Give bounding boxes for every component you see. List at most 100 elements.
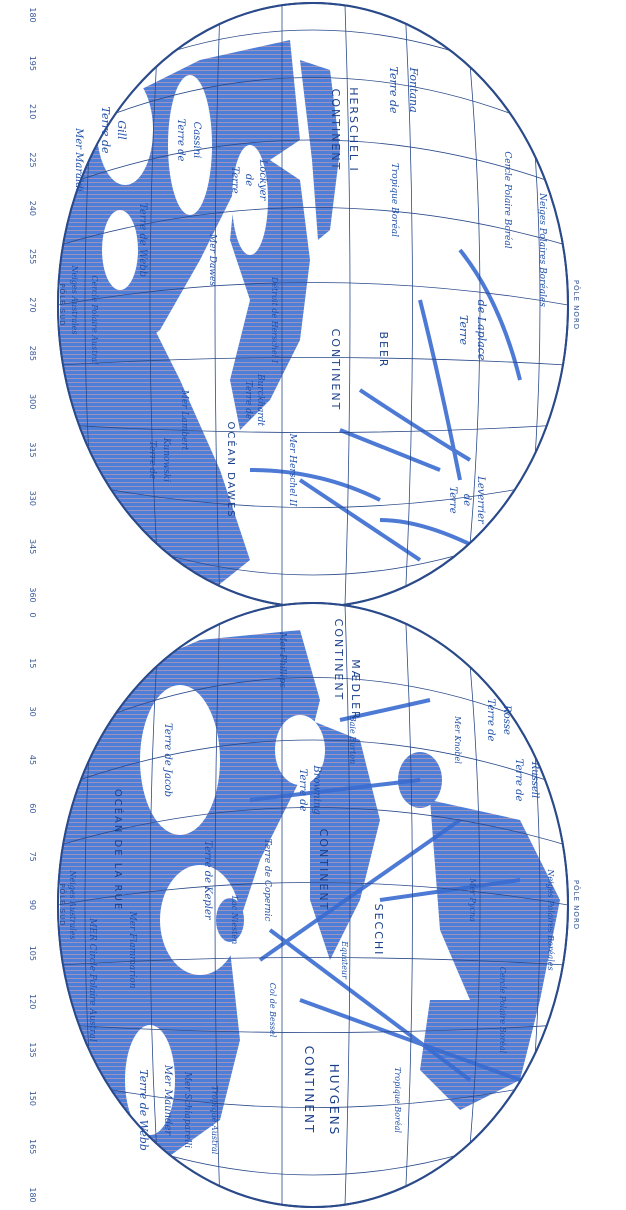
label-mer-lambert: Mer Lambert [179, 389, 189, 451]
meridians-right [58, 677, 568, 1176]
label-terre-laplace-2: de Laplace [475, 300, 488, 361]
label-terre-gill-1: Terre de [99, 106, 112, 154]
longitude-right-tick-label: 0 [28, 612, 37, 617]
label-terre-russell-1: Terre de [513, 759, 524, 802]
label-terre-webb-left: Terre de Webb [137, 203, 148, 277]
longitude-right-tick-label: 45 [28, 755, 37, 765]
land-lockyer [232, 145, 268, 255]
label-tropique-boreal-left: Tropique Boréal [389, 163, 400, 237]
longitude-ticks-left: 180 195 210 225 240 255 270 285 300 315 330 345 360 [28, 7, 37, 602]
longitude-left-tick-label: 315 [28, 442, 37, 457]
label-continent-maedler-2: MÆDLER [349, 659, 362, 720]
label-mer-maunder: Mer Maunder [162, 1064, 173, 1137]
label-terre-leverrier-1: Terre [447, 486, 458, 513]
label-continent-herschel-1: CONTINENT [329, 89, 342, 172]
label-terre-copernic: Terre de Copernic [262, 839, 272, 922]
label-terre-leverrier-3: Leverrier [475, 475, 486, 525]
label-baie-burton: Baie Burton [348, 715, 357, 765]
longitude-right-tick-label: 60 [28, 803, 37, 813]
label-neiges-australes-left: Neiges Australes [70, 264, 79, 334]
longitude-right-tick-label: 165 [28, 1139, 37, 1154]
longitude-left-tick-label: 330 [28, 491, 37, 506]
label-terre-burckhardt-1: Terre de [243, 381, 253, 420]
label-terre-fontana-1: Terre de [387, 66, 400, 114]
longitude-right-tick-label: 105 [28, 946, 37, 961]
longitude-right-tick-label: 15 [28, 658, 37, 668]
longitude-left-tick-label: 300 [28, 394, 37, 409]
label-continent-huygens-1: CONTINENT [302, 1046, 316, 1135]
label-terre-laplace-1: Terre [457, 315, 470, 346]
lake-niesten [216, 898, 244, 942]
label-continent-beer-1: CONTINENT [329, 329, 342, 412]
label-terre-leverrier-2: de [461, 494, 472, 506]
label-tropique-boreal-right: Tropique Boréal [393, 1067, 402, 1133]
longitude-left-tick-label: 180 [28, 7, 37, 22]
label-neiges-australes-right: Neiges Australes [68, 869, 77, 939]
label-terre-browning-1: Terre de [297, 769, 308, 812]
label-continent-herschel-2: HERSCHEL I [347, 87, 360, 173]
longitude-left-tick-label: 285 [28, 346, 37, 361]
label-detroit-herschel: Détroit de Herschel I [270, 276, 279, 364]
label-terre-gill-2: Gill [115, 120, 128, 140]
label-cercle-polaire-boreal-right: Cercle Polaire Boréal [498, 967, 507, 1054]
label-cercle-austral-left: Cercle Polaire Austral [90, 275, 99, 365]
label-mer-pycna: Mer Pycna [468, 877, 477, 922]
label-mer-knobel: Mer Knobel [453, 715, 462, 764]
label-terre-fontana-2: Fontana [407, 66, 420, 112]
label-tropique-austral: Tropique Austral [210, 1086, 219, 1155]
label-mer-phillips: Mer Phillips [277, 631, 287, 688]
canals-right [249, 698, 521, 1082]
label-terre-cassini-2: Cassini [191, 122, 202, 159]
label-continent-huygens-2: HUYGENS [327, 1064, 341, 1137]
label-terre-webb-right: Terre de Webb [137, 1069, 150, 1151]
label-terre-lockyer-3: Lockyer [257, 159, 268, 202]
longitude-right-tick-label: 150 [28, 1091, 37, 1106]
label-lac-niesten: Lac Niesten [230, 895, 239, 945]
label-terre-cassini-1: Terre de [175, 119, 186, 162]
land-maedler-bay [275, 715, 325, 785]
label-mer-flammarion: Mer Flammarion [127, 910, 137, 988]
longitude-right-tick-label: 135 [28, 1042, 37, 1057]
pole-label-bottom-left: PÔLE NORD [572, 280, 581, 330]
label-mer-herschel: Mer Herschel II [287, 433, 297, 507]
land-cassini [168, 75, 212, 215]
label-equateur: Equateur [340, 940, 349, 980]
label-terre-browning-2: Browning [311, 764, 322, 814]
longitude-left-tick-label: 225 [28, 152, 37, 167]
label-continent-maedler-1: CONTINENT [332, 619, 345, 702]
label-terre-kunowski-2: Kunowski [161, 437, 171, 482]
longitude-left-tick-label: 270 [28, 297, 37, 312]
longitude-left-tick-label: 240 [28, 201, 37, 216]
pole-label-top-left: PÔLE SUD [58, 283, 67, 326]
meridians-left [58, 29, 568, 576]
longitude-right-tick-label: 120 [28, 994, 37, 1009]
label-col-bessel: Col de Bessel [268, 983, 277, 1038]
longitude-left-tick-label: 195 [28, 56, 37, 71]
longitude-left-tick-label: 360 [28, 587, 37, 602]
label-continent-secchi-2: SECCHI [372, 904, 385, 957]
label-terre-kunowski-1: Terre de [147, 441, 157, 480]
hemisphere-left [57, 2, 569, 608]
pole-label-top-right: PÔLE SUD [58, 883, 67, 926]
label-neiges-boreales-right: Neiges Polaires Boréales [546, 868, 555, 970]
sea-right-east [310, 720, 380, 960]
longitude-right-tick-label: 75 [28, 852, 37, 862]
land-webb-left [102, 210, 138, 290]
label-terre-russell-2: Russell [529, 761, 540, 799]
longitude-right-tick-label: 90 [28, 900, 37, 910]
longitude-left-tick-label: 345 [28, 539, 37, 554]
land-jacob [140, 685, 220, 835]
labels-right: CONTINENT HUYGENS CONTINENT SECCHI CONTI… [68, 619, 555, 1155]
longitude-left-tick-label: 210 [28, 104, 37, 119]
longitude-ticks-right: 0 15 30 45 60 75 90 105 120 135 150 165 180 [28, 612, 37, 1202]
label-terre-rosse-2: Rosse [501, 704, 512, 735]
label-terre-jacob: Terre de Jacob [162, 723, 173, 797]
land-webb-right [125, 1025, 175, 1135]
label-neiges-polaires-left: Neiges Polaires Boréales [537, 192, 548, 307]
label-mer-cercle: MER Circle Polaire Austral [87, 917, 97, 1042]
label-mer-dawes: Mer Dawes [207, 233, 217, 286]
label-terre-kepler: Terre de Kepler [202, 840, 213, 921]
label-mer-maraldi: Mer Maraldi [73, 127, 84, 192]
longitude-right-tick-label: 180 [28, 1187, 37, 1202]
